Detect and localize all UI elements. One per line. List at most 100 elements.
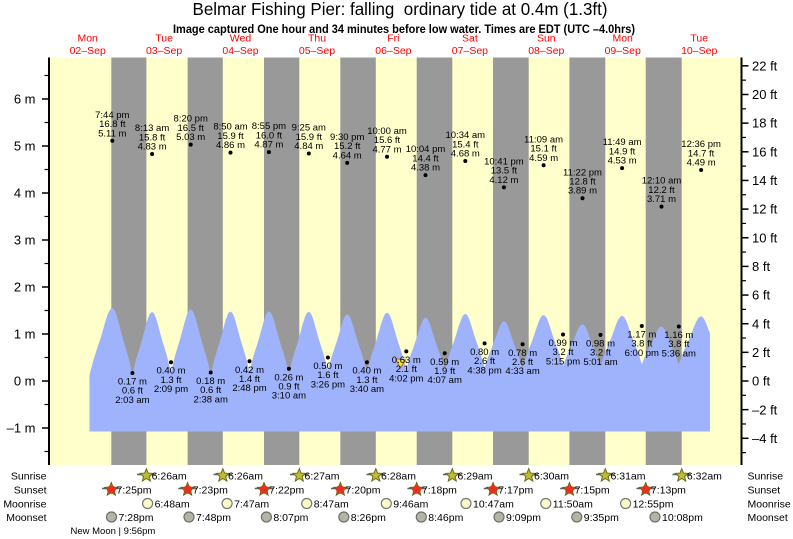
svg-text:4:07 am: 4:07 am — [428, 375, 462, 386]
svg-text:7:44 pm: 7:44 pm — [95, 110, 129, 121]
svg-text:0.17 m: 0.17 m — [118, 377, 147, 388]
svg-text:05–Sep: 05–Sep — [299, 45, 335, 57]
svg-text:7:48pm: 7:48pm — [196, 512, 231, 524]
svg-text:14.4 ft: 14.4 ft — [412, 153, 439, 164]
svg-text:03–Sep: 03–Sep — [146, 45, 182, 57]
svg-text:Mon: Mon — [77, 33, 98, 45]
svg-text:2:03 am: 2:03 am — [115, 395, 149, 406]
svg-text:7:22pm: 7:22pm — [269, 485, 304, 497]
svg-text:9:09pm: 9:09pm — [506, 512, 541, 524]
svg-text:1.17 m: 1.17 m — [627, 330, 656, 341]
svg-text:6 ft: 6 ft — [752, 288, 770, 303]
svg-text:4.77 m: 4.77 m — [372, 144, 401, 155]
svg-text:6:00 pm: 6:00 pm — [625, 348, 659, 359]
svg-text:1 m: 1 m — [14, 327, 36, 342]
svg-text:–2 ft: –2 ft — [752, 402, 778, 417]
svg-text:7:17pm: 7:17pm — [498, 485, 533, 497]
svg-text:0.59 m: 0.59 m — [430, 357, 459, 368]
svg-text:Sunrise: Sunrise — [11, 471, 47, 483]
svg-text:4.53 m: 4.53 m — [608, 156, 637, 167]
svg-text:4.38 m: 4.38 m — [411, 163, 440, 174]
svg-text:2:09 pm: 2:09 pm — [154, 384, 188, 395]
svg-text:2 m: 2 m — [14, 280, 36, 295]
svg-text:Sunrise: Sunrise — [748, 471, 784, 483]
svg-text:20 ft: 20 ft — [752, 87, 778, 102]
svg-text:Moonrise: Moonrise — [748, 499, 791, 511]
svg-text:7:15pm: 7:15pm — [575, 485, 610, 497]
svg-text:Sunset: Sunset — [748, 485, 781, 497]
svg-text:5:15 pm: 5:15 pm — [546, 356, 580, 367]
svg-text:2 ft: 2 ft — [752, 345, 770, 360]
svg-text:6:26am: 6:26am — [228, 471, 263, 483]
svg-text:14.7 ft: 14.7 ft — [688, 148, 715, 159]
svg-text:15.4 ft: 15.4 ft — [452, 139, 479, 150]
svg-text:New Moon | 9:56pm: New Moon | 9:56pm — [71, 526, 156, 537]
svg-text:9:35pm: 9:35pm — [584, 512, 619, 524]
svg-text:3.8 ft: 3.8 ft — [668, 339, 689, 350]
svg-text:12:10 am: 12:10 am — [642, 176, 682, 187]
svg-text:5:36 am: 5:36 am — [662, 348, 696, 359]
svg-text:Mon: Mon — [612, 33, 633, 45]
svg-text:4.84 m: 4.84 m — [294, 141, 323, 152]
svg-text:14 ft: 14 ft — [752, 173, 778, 188]
svg-text:Moonset: Moonset — [748, 512, 788, 524]
svg-text:5.11 m: 5.11 m — [98, 128, 126, 139]
svg-text:07–Sep: 07–Sep — [452, 45, 488, 57]
svg-text:7:28pm: 7:28pm — [119, 512, 154, 524]
svg-text:0 m: 0 m — [14, 374, 36, 389]
svg-text:4:02 pm: 4:02 pm — [389, 373, 423, 384]
svg-text:0.40 m: 0.40 m — [156, 366, 185, 377]
svg-text:Fri: Fri — [387, 33, 399, 45]
svg-text:2:48 pm: 2:48 pm — [232, 383, 266, 394]
svg-text:18 ft: 18 ft — [752, 116, 778, 131]
svg-text:0.40 m: 0.40 m — [352, 366, 381, 377]
svg-text:3.8 ft: 3.8 ft — [631, 339, 652, 350]
svg-text:12.2 ft: 12.2 ft — [648, 185, 675, 196]
svg-text:8:26pm: 8:26pm — [351, 512, 386, 524]
svg-text:Sunset: Sunset — [14, 485, 47, 497]
svg-text:15.9 ft: 15.9 ft — [296, 132, 323, 143]
svg-text:0.6 ft: 0.6 ft — [200, 385, 221, 396]
svg-text:0.9 ft: 0.9 ft — [278, 382, 299, 393]
svg-text:8:46pm: 8:46pm — [428, 512, 463, 524]
svg-text:1.3 ft: 1.3 ft — [160, 375, 181, 386]
svg-text:10:41 pm: 10:41 pm — [484, 157, 524, 168]
svg-text:10:00 am: 10:00 am — [367, 126, 407, 137]
svg-text:15.2 ft: 15.2 ft — [334, 141, 361, 152]
svg-text:Sat: Sat — [462, 33, 478, 45]
svg-text:3.89 m: 3.89 m — [568, 186, 597, 197]
svg-text:4.49 m: 4.49 m — [687, 158, 716, 169]
svg-text:1.6 ft: 1.6 ft — [317, 370, 338, 381]
svg-text:8:50 am: 8:50 am — [213, 122, 247, 133]
svg-text:1.3 ft: 1.3 ft — [356, 375, 377, 386]
svg-text:15.1 ft: 15.1 ft — [530, 144, 557, 155]
svg-text:Thu: Thu — [308, 33, 326, 45]
svg-text:3 m: 3 m — [14, 233, 36, 248]
svg-text:6:30am: 6:30am — [534, 471, 569, 483]
svg-text:14.9 ft: 14.9 ft — [609, 146, 636, 157]
svg-text:10–Sep: 10–Sep — [681, 45, 717, 57]
svg-text:04–Sep: 04–Sep — [222, 45, 258, 57]
svg-text:3:40 am: 3:40 am — [350, 384, 384, 395]
svg-text:3.2 ft: 3.2 ft — [590, 348, 611, 359]
svg-text:Tue: Tue — [155, 33, 173, 45]
svg-text:10:34 am: 10:34 am — [445, 130, 485, 141]
svg-text:7:47am: 7:47am — [234, 499, 269, 511]
svg-text:2.1 ft: 2.1 ft — [396, 364, 417, 375]
svg-text:0.18 m: 0.18 m — [196, 376, 225, 387]
svg-text:7:25pm: 7:25pm — [117, 485, 152, 497]
svg-text:7:18pm: 7:18pm — [422, 485, 457, 497]
svg-text:3.2 ft: 3.2 ft — [552, 347, 573, 358]
svg-text:0.50 m: 0.50 m — [313, 361, 342, 372]
svg-text:11:50am: 11:50am — [553, 499, 593, 511]
svg-text:4 ft: 4 ft — [752, 316, 770, 331]
svg-text:11:22 pm: 11:22 pm — [563, 167, 602, 178]
svg-text:2:38 am: 2:38 am — [194, 394, 228, 405]
svg-text:4.12 m: 4.12 m — [489, 175, 518, 186]
svg-text:6:31am: 6:31am — [611, 471, 646, 483]
svg-text:08–Sep: 08–Sep — [528, 45, 564, 57]
svg-text:0.98 m: 0.98 m — [586, 338, 615, 349]
svg-text:8:13 am: 8:13 am — [135, 123, 169, 134]
svg-text:7:13pm: 7:13pm — [651, 485, 686, 497]
svg-text:1.4 ft: 1.4 ft — [239, 374, 260, 385]
